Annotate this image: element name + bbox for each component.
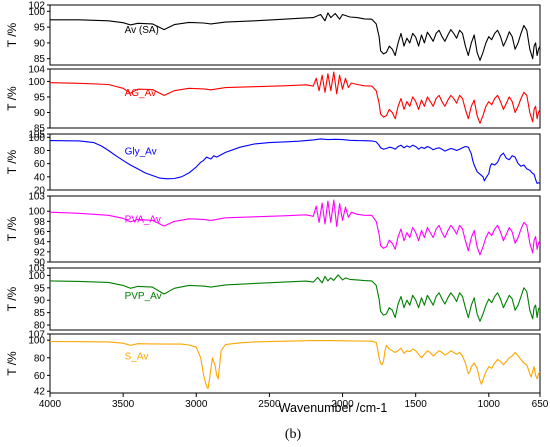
- y-axis-label: T /%: [5, 286, 19, 311]
- y-tick-label: 94: [34, 237, 46, 248]
- y-tick-label: 104: [28, 65, 45, 76]
- series-label: AG_Av: [125, 88, 157, 99]
- x-tick-label: 650: [532, 399, 549, 410]
- x-tick-label: 1500: [405, 399, 428, 410]
- x-tick-label: 2500: [258, 399, 281, 410]
- x-tick-label: 2000: [331, 399, 354, 410]
- y-axis-label: T /%: [5, 86, 19, 111]
- y-tick-label: 90: [34, 38, 46, 49]
- y-tick-label: 90: [34, 108, 46, 119]
- y-tick-label: 80: [34, 353, 46, 364]
- series-line: [49, 71, 541, 124]
- y-tick-label: 103: [28, 264, 45, 275]
- y-tick-label: 40: [34, 172, 46, 183]
- panel-frame: [49, 195, 541, 263]
- y-tick-label: 105: [28, 130, 45, 141]
- series-line: [49, 138, 541, 184]
- series-label: PVP_Av: [125, 291, 162, 302]
- x-axis-label: Wavenumber /cm-1: [279, 401, 388, 415]
- y-tick-label: 85: [34, 124, 46, 135]
- y-tick-label: 90: [34, 296, 46, 307]
- y-axis-label: T /%: [5, 22, 19, 47]
- x-tick-label: 1000: [478, 399, 501, 410]
- y-axis-label: T /%: [5, 351, 19, 376]
- y-tick-label: 100: [28, 207, 45, 218]
- y-tick-label: 102: [28, 1, 45, 12]
- series-line: [50, 12, 541, 61]
- x-tick-label: 4000: [39, 399, 62, 410]
- y-tick-label: 80: [34, 321, 46, 332]
- series-label: Gly_Av: [125, 146, 157, 157]
- y-tick-label: 100: [28, 336, 45, 347]
- y-tick-label: 100: [28, 77, 45, 88]
- series-label: Av (SA): [125, 25, 159, 36]
- y-axis-label: T /%: [5, 216, 19, 241]
- series-line: [49, 199, 541, 256]
- panel-frame: [49, 267, 541, 331]
- y-axis-label: T /%: [5, 149, 19, 174]
- x-tick-label: 3000: [185, 399, 208, 410]
- y-tick-label: 95: [34, 92, 46, 103]
- y-tick-label: 100: [28, 7, 45, 18]
- y-tick-label: 96: [34, 227, 46, 238]
- y-tick-label: 95: [34, 23, 46, 34]
- series-line: [49, 340, 541, 390]
- y-tick-label: 60: [34, 159, 46, 170]
- y-tick-label: 92: [34, 247, 46, 258]
- series-label: PVA_Av: [125, 214, 161, 225]
- y-tick-label: 100: [28, 133, 45, 144]
- series-line: [49, 274, 541, 322]
- panel-frame: [49, 333, 541, 394]
- y-tick-label: 90: [34, 258, 46, 269]
- y-tick-label: 100: [28, 271, 45, 282]
- y-tick-label: 98: [34, 217, 46, 228]
- y-tick-label: 42: [34, 387, 46, 398]
- y-tick-label: 60: [34, 371, 46, 382]
- figure-caption: (b): [285, 427, 302, 442]
- y-tick-label: 20: [34, 186, 46, 197]
- y-tick-label: 85: [34, 308, 46, 319]
- panel-frame: [49, 4, 541, 66]
- x-tick-label: 3500: [112, 399, 135, 410]
- y-tick-label: 80: [34, 146, 46, 157]
- y-tick-label: 107: [28, 330, 45, 341]
- series-label: S_Av: [125, 352, 149, 363]
- x-axis: 4000 3500 3000 2500 2000 1500 1000 650: [39, 393, 549, 410]
- y-tick-label: 95: [34, 283, 46, 294]
- y-tick-label: 103: [28, 192, 45, 203]
- panel-frame: [49, 133, 541, 191]
- panel-frame: [49, 68, 541, 129]
- y-tick-label: 85: [34, 54, 46, 65]
